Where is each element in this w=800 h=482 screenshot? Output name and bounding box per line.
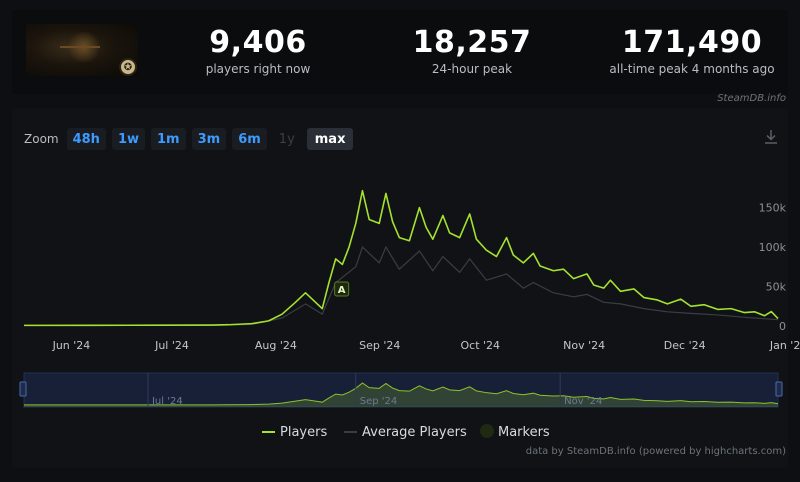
zoom-button-1y: 1y	[278, 131, 295, 147]
stat-label: players right now	[205, 62, 311, 76]
stat-value: 18,257	[412, 25, 532, 60]
navigator-label: Sep '24	[360, 396, 398, 407]
marker-flag	[334, 281, 350, 297]
stat-24h-peak: 18,257 24-hour peak	[412, 25, 532, 77]
stats-bar: ✪ 9,406 players right now 18,257 24-hour…	[12, 10, 788, 94]
zoom-button-max[interactable]: max	[306, 128, 354, 150]
x-tick-label: Sep '24	[359, 339, 400, 352]
navigator-series-line	[23, 382, 779, 406]
zoom-button-6m[interactable]: 6m	[232, 128, 267, 150]
stat-label: all-time peak 4 months ago	[609, 62, 775, 76]
stat-value: 9,406	[209, 25, 307, 60]
legend-symbol-dot	[480, 424, 494, 438]
zoom-label: Zoom	[24, 132, 59, 146]
navigator-handle-left[interactable]	[19, 381, 27, 397]
legend-item-label[interactable]: Average Players	[362, 425, 467, 440]
navigator-label: Nov '24	[564, 396, 602, 407]
game-badge-icon: ✪	[119, 58, 137, 76]
thumbnail-detail	[60, 46, 100, 48]
x-tick-label: Jun '24	[52, 339, 91, 352]
navigator-area	[24, 383, 778, 407]
steamdb-tag[interactable]: SteamDB.info	[717, 93, 786, 104]
zoom-button-3m[interactable]: 3m	[191, 128, 227, 150]
navigator-handle-right[interactable]	[775, 381, 783, 397]
x-tick-label: Jan '25	[769, 339, 800, 352]
navigator-label: Jul '24	[151, 396, 183, 407]
series-line-players	[23, 189, 779, 327]
game-thumbnail[interactable]: ✪	[26, 24, 138, 76]
download-icon[interactable]	[762, 128, 780, 146]
stat-label: 24-hour peak	[431, 62, 513, 76]
x-tick-label: Aug '24	[255, 339, 297, 352]
x-tick-label: Jul '24	[154, 339, 189, 352]
stat-players-now: 9,406 players right now	[198, 25, 318, 77]
y-tick-label: 100k	[759, 241, 787, 254]
x-tick-label: Nov '24	[563, 339, 605, 352]
stat-value: 171,490	[621, 25, 763, 60]
chart-credits[interactable]: data by SteamDB.info (powered by highcha…	[525, 446, 786, 457]
zoom-button-1m[interactable]: 1m	[151, 128, 186, 150]
y-tick-label: 50k	[766, 281, 787, 294]
navigator-window	[23, 372, 779, 408]
zoom-selector: Zoom 48h 1w 1m 3m 6m 1y max	[24, 128, 354, 150]
y-tick-label: 150k	[759, 202, 787, 215]
legend-item-label[interactable]: Markers	[498, 425, 550, 440]
stat-all-time-peak: 171,490 all-time peak 4 months ago	[607, 25, 777, 77]
y-tick-label: 0	[779, 320, 786, 333]
chart-panel: Zoom 48h 1w 1m 3m 6m 1y max	[12, 108, 788, 468]
legend-item-label[interactable]: Players	[280, 425, 327, 440]
zoom-button-1w[interactable]: 1w	[111, 128, 146, 150]
series-line-average-players	[23, 245, 779, 327]
x-tick-label: Oct '24	[461, 339, 501, 352]
zoom-button-48h[interactable]: 48h	[66, 128, 106, 150]
marker-label: A	[338, 285, 346, 296]
x-tick-label: Dec '24	[664, 339, 706, 352]
